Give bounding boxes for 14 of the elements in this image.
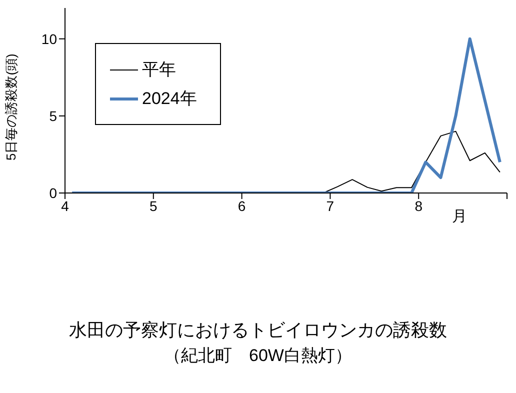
text: （紀北町 60W白熱灯） <box>163 345 353 367</box>
x-tick-label: 6 <box>238 198 246 214</box>
legend-label: 平年 <box>142 59 176 81</box>
y-axis-title: 5日毎の誘殺数(頭) <box>4 54 19 160</box>
y-tick-label: 0 <box>49 184 58 201</box>
x-tick-label: 8 <box>414 198 423 214</box>
x-axis-title: 月 <box>452 208 467 225</box>
x-tick-label: 5 <box>150 198 158 214</box>
text: 水田の予察灯におけるトビイロウンカの誘殺数 <box>68 319 448 342</box>
legend-label: 2024年 <box>142 88 197 110</box>
y-tick-label: 5 <box>49 108 58 124</box>
x-tick-label: 7 <box>326 198 334 214</box>
y-tick-label: 10 <box>41 30 58 47</box>
x-tick-label: 4 <box>61 198 70 214</box>
